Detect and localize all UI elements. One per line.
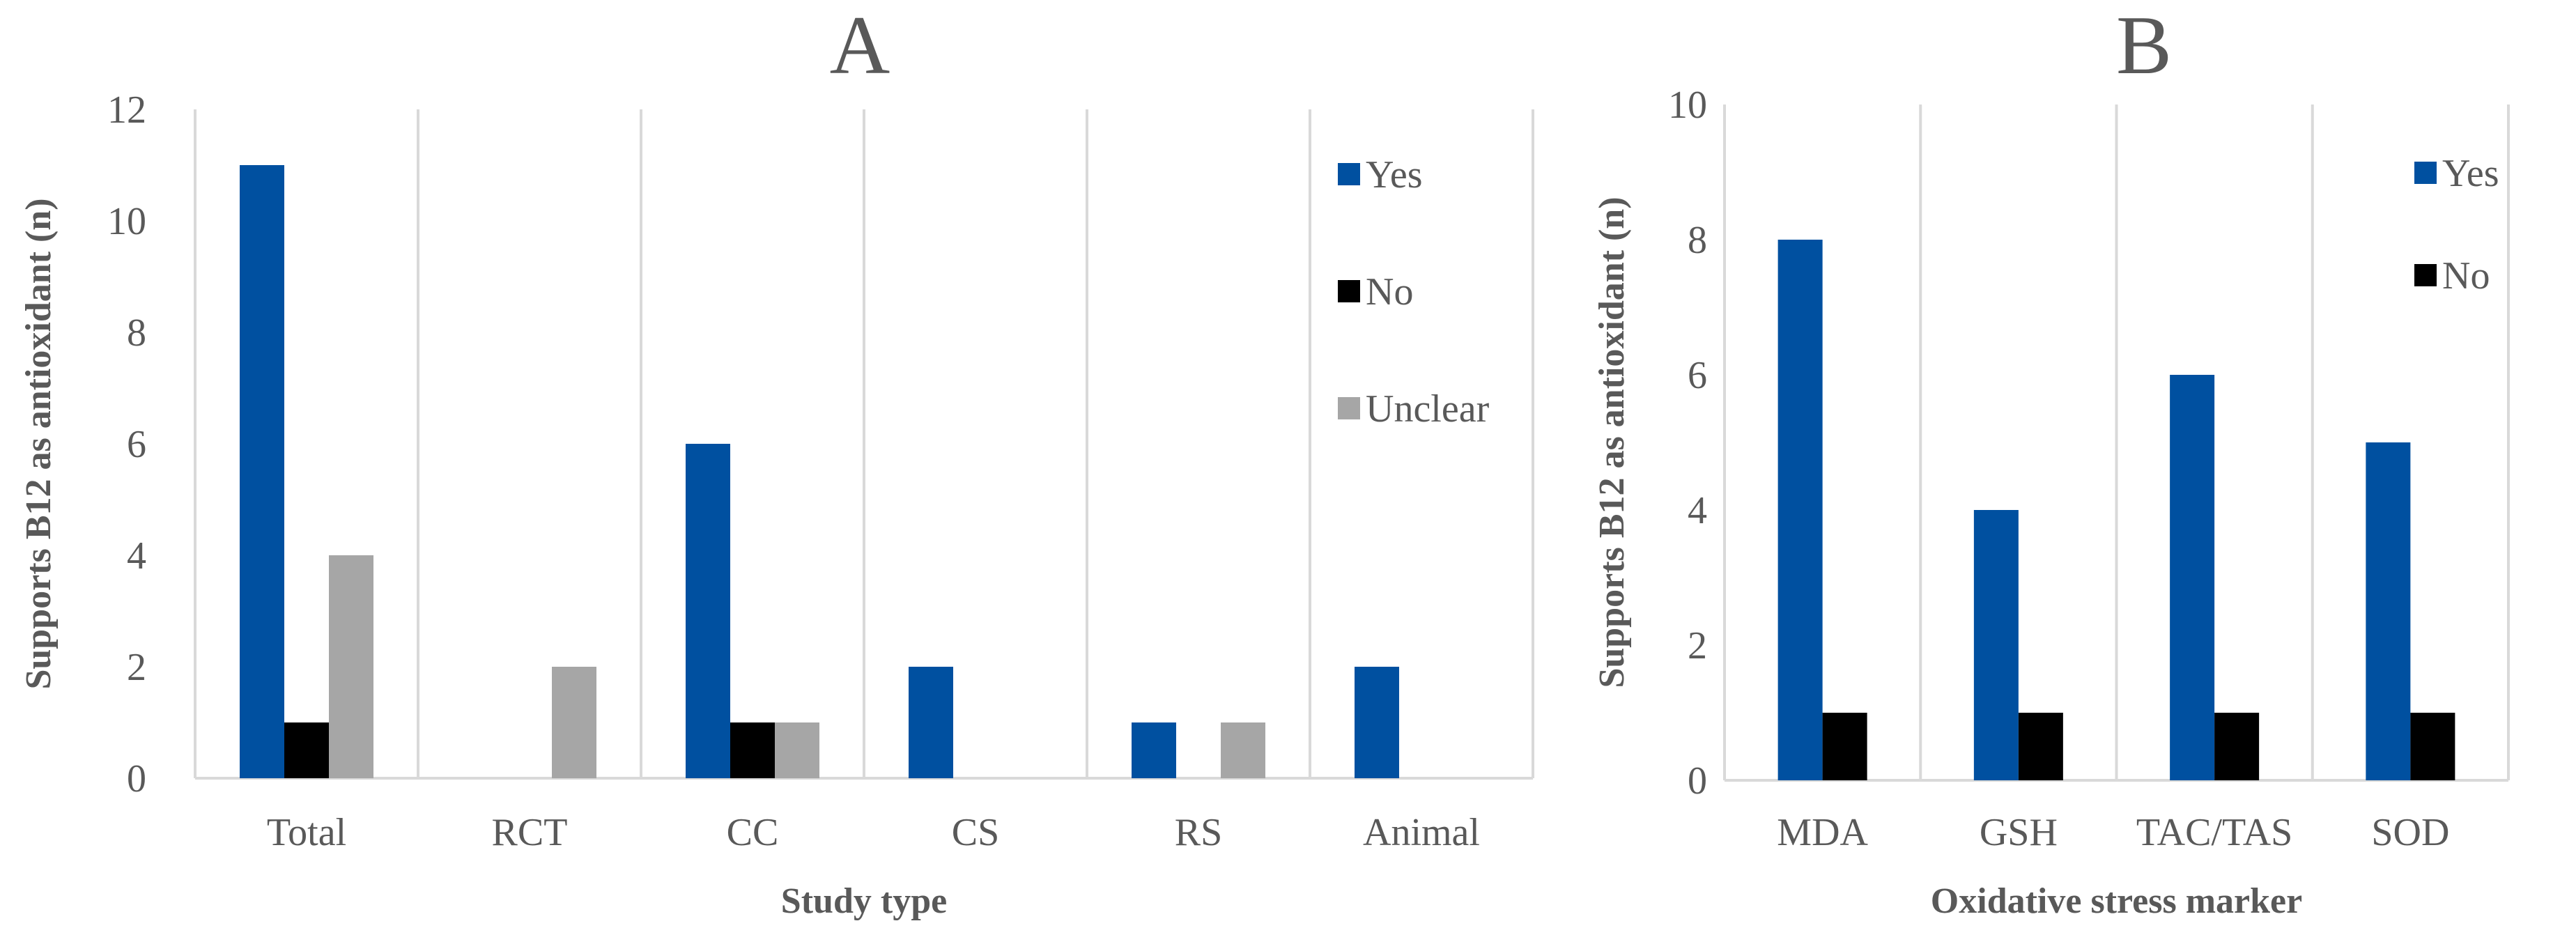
bar-no xyxy=(284,722,329,778)
panel-a: A 0 2 4 6 8 10 12 Supports B12 as antioxidant (n… xyxy=(19,0,1534,921)
bar-unclear xyxy=(552,667,596,778)
x-axis-title: Oxidative stress marker xyxy=(1931,881,2302,921)
bar-yes xyxy=(909,667,953,778)
y-tick-label: 10 xyxy=(1668,84,1707,127)
x-tick-label: MDA xyxy=(1777,811,1868,854)
y-tick-label: 0 xyxy=(127,757,146,801)
bar-no xyxy=(1822,713,1867,780)
bar-no xyxy=(2214,713,2260,780)
legend-swatch-no xyxy=(2414,264,2437,286)
x-tick-label: GSH xyxy=(1980,811,2058,854)
y-tick-label: 4 xyxy=(1688,489,1707,532)
legend-label-unclear: Unclear xyxy=(1366,387,1490,431)
bar-unclear xyxy=(775,722,819,778)
y-tick-label: 10 xyxy=(107,200,146,243)
x-tick-label: Total xyxy=(267,811,346,854)
bar-yes xyxy=(1355,667,1399,778)
y-tick-label: 8 xyxy=(127,311,146,355)
legend-label-yes: Yes xyxy=(1366,153,1422,196)
legend-swatch-yes xyxy=(2414,162,2437,184)
bar-no xyxy=(2410,713,2455,780)
x-tick-label: Animal xyxy=(1363,811,1480,854)
y-tick-label: 6 xyxy=(1688,354,1707,397)
panel-title: A xyxy=(830,0,890,91)
bar-unclear xyxy=(1221,722,1265,778)
legend-label-no: No xyxy=(2442,254,2490,297)
y-tick-label: 4 xyxy=(127,534,146,578)
x-tick-label: RS xyxy=(1175,811,1223,854)
legend-label-no: No xyxy=(1366,270,1413,314)
panel-title: B xyxy=(2116,0,2172,91)
bar-no xyxy=(2018,713,2063,780)
legend-label-yes: Yes xyxy=(2442,152,2499,195)
y-tick-label: 2 xyxy=(127,646,146,689)
y-tick-label: 8 xyxy=(1688,219,1707,262)
x-tick-label: RCT xyxy=(492,811,568,854)
bar-unclear xyxy=(329,555,373,778)
bar-yes xyxy=(1777,240,1823,780)
bar-yes xyxy=(2170,375,2215,780)
x-tick-label: CS xyxy=(952,811,1000,854)
bar-yes xyxy=(2366,442,2411,780)
legend-swatch-yes xyxy=(1338,163,1360,185)
bar-yes xyxy=(1973,510,2019,780)
bar-no xyxy=(730,722,775,778)
legend-swatch-no xyxy=(1338,280,1360,302)
y-axis-title: Supports B12 as antioxidant (n) xyxy=(19,198,59,689)
x-axis-title: Study type xyxy=(781,881,947,921)
x-tick-label: SOD xyxy=(2371,811,2449,854)
x-tick-label: TAC/TAS xyxy=(2136,811,2292,854)
bar-yes xyxy=(686,444,730,778)
y-tick-label: 2 xyxy=(1688,624,1707,667)
bar-yes xyxy=(1132,722,1176,778)
legend-swatch-unclear xyxy=(1338,397,1360,419)
y-tick-label: 6 xyxy=(127,423,146,466)
panel-b: B 0 2 4 6 8 10 Supports B12 as antioxidant (n) O… xyxy=(1592,0,2510,921)
y-tick-label: 0 xyxy=(1688,759,1707,803)
bar-yes xyxy=(240,165,284,778)
y-axis-title: Supports B12 as antioxidant (n) xyxy=(1592,196,1632,688)
y-tick-label: 12 xyxy=(107,88,146,132)
x-tick-label: CC xyxy=(727,811,779,854)
